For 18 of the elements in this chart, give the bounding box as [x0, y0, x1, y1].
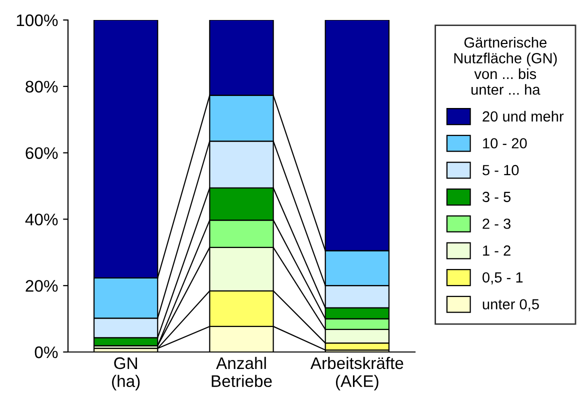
y-tick-label: 20%: [26, 280, 58, 292]
legend-label: 2 - 3: [482, 218, 510, 229]
legend-label: 20 und mehr: [482, 110, 564, 122]
legend-label: 5 - 10: [482, 164, 519, 176]
y-tick-label: 100%: [16, 14, 58, 26]
legend-label: 3 - 5: [482, 192, 511, 202]
y-tick-label: 0%: [34, 346, 58, 358]
x-tick-label: GN (ha): [112, 357, 140, 390]
y-tick-label: 40%: [25, 214, 58, 226]
x-tick-label: Arbeitskräfte (AKE): [310, 356, 404, 390]
legend-label: 0,5 - 1: [482, 272, 523, 284]
x-tick-label: Anzahl Betriebe: [212, 356, 272, 388]
legend-label: 10 - 20: [483, 138, 527, 148]
y-tick-label: 80%: [26, 80, 58, 93]
legend-label: 1 - 2: [483, 245, 510, 256]
y-tick-label: 60%: [26, 147, 58, 160]
legend-label: unter 0,5: [482, 299, 539, 312]
legend-title: Gärtnerische Nutzfläche (GN) von ... bis unter ... ha: [454, 36, 557, 95]
